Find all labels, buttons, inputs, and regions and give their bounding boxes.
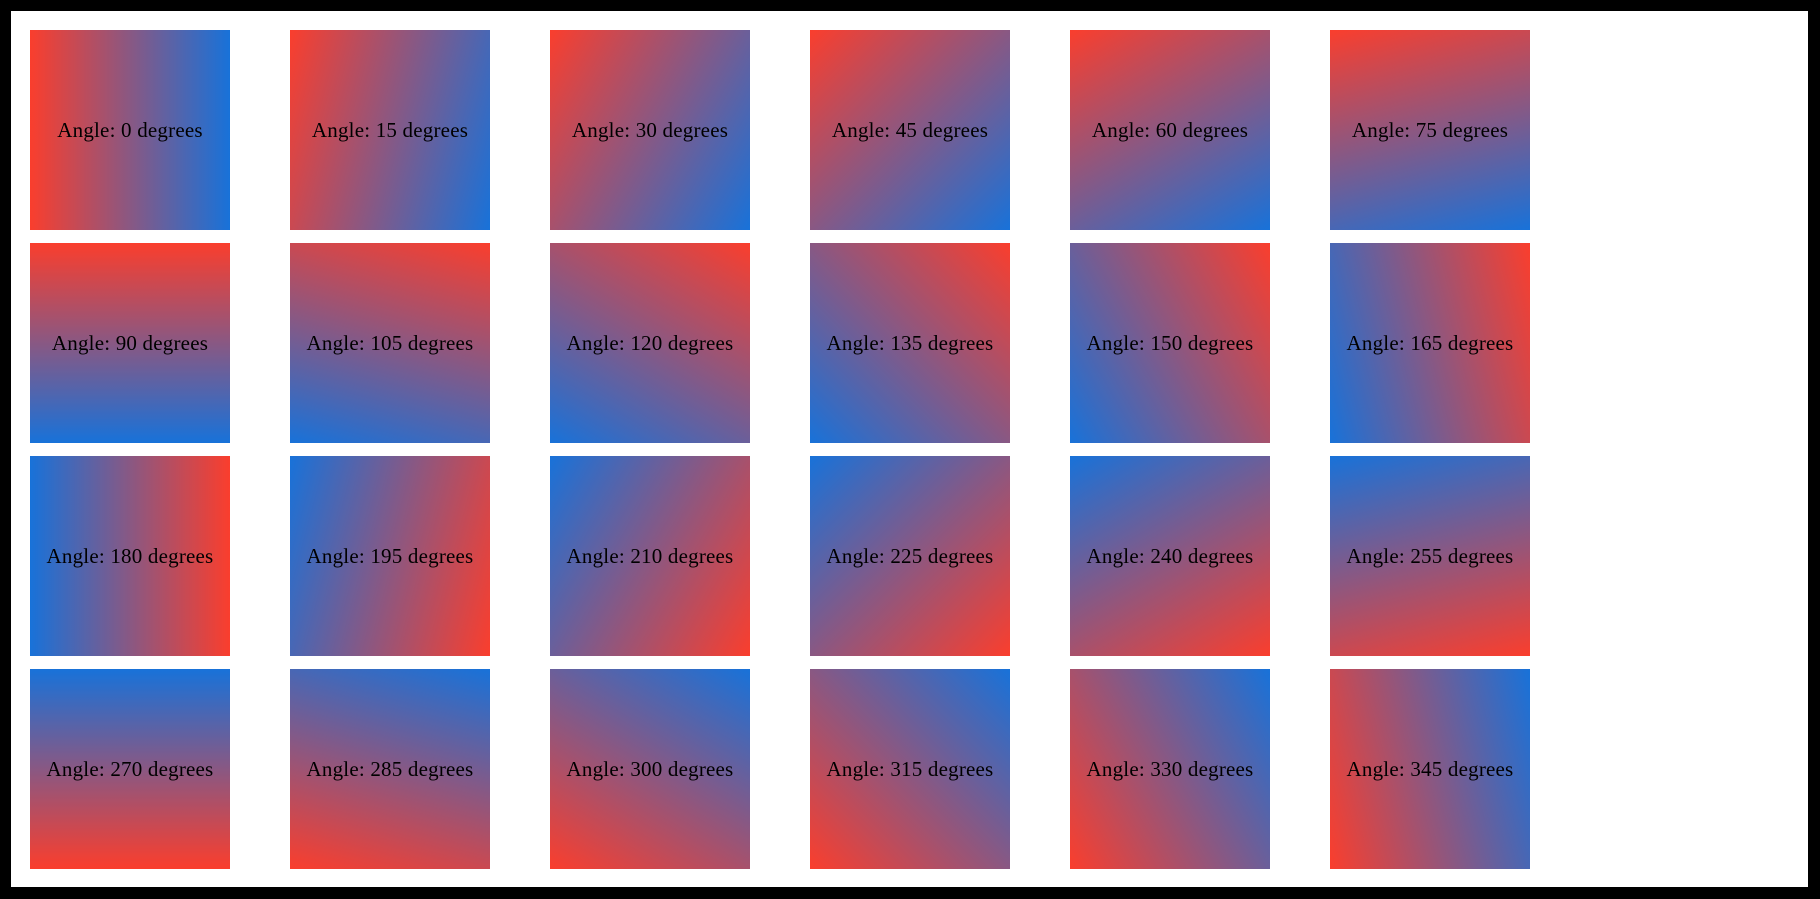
tile-angle-label: Angle: 225 degrees	[826, 543, 994, 568]
gradient-tile: Angle: 210 degrees	[550, 456, 750, 656]
tile-angle-label: Angle: 210 degrees	[566, 543, 734, 568]
tile-angle-label: Angle: 345 degrees	[1346, 756, 1514, 781]
tile-angle-label: Angle: 150 degrees	[1086, 330, 1254, 355]
tile-angle-label: Angle: 135 degrees	[826, 330, 994, 355]
tile-angle-label: Angle: 315 degrees	[826, 756, 994, 781]
gradient-tile: Angle: 60 degrees	[1070, 30, 1270, 230]
tile-angle-label: Angle: 120 degrees	[566, 330, 734, 355]
tile-angle-label: Angle: 45 degrees	[831, 117, 989, 142]
tile-angle-label: Angle: 270 degrees	[46, 756, 214, 781]
gradient-tile: Angle: 240 degrees	[1070, 456, 1270, 656]
gradient-tile: Angle: 345 degrees	[1330, 669, 1530, 869]
gradient-tile: Angle: 135 degrees	[810, 243, 1010, 443]
tile-angle-label: Angle: 255 degrees	[1346, 543, 1514, 568]
gradient-tile: Angle: 150 degrees	[1070, 243, 1270, 443]
gradient-tile: Angle: 105 degrees	[290, 243, 490, 443]
gradient-tile: Angle: 330 degrees	[1070, 669, 1270, 869]
tile-angle-label: Angle: 180 degrees	[46, 543, 214, 568]
gradient-tile: Angle: 45 degrees	[810, 30, 1010, 230]
tile-angle-label: Angle: 75 degrees	[1351, 117, 1509, 142]
tile-angle-label: Angle: 165 degrees	[1346, 330, 1514, 355]
tile-angle-label: Angle: 330 degrees	[1086, 756, 1254, 781]
gradient-tile: Angle: 15 degrees	[290, 30, 490, 230]
tile-angle-label: Angle: 300 degrees	[566, 756, 734, 781]
tile-angle-label: Angle: 15 degrees	[311, 117, 469, 142]
gradient-tile: Angle: 225 degrees	[810, 456, 1010, 656]
tile-angle-label: Angle: 60 degrees	[1091, 117, 1249, 142]
gradient-tile: Angle: 180 degrees	[30, 456, 230, 656]
gradient-tile: Angle: 270 degrees	[30, 669, 230, 869]
gradient-tile: Angle: 75 degrees	[1330, 30, 1530, 230]
gradient-tile: Angle: 90 degrees	[30, 243, 230, 443]
tile-angle-label: Angle: 195 degrees	[306, 543, 474, 568]
tile-angle-label: Angle: 30 degrees	[571, 117, 729, 142]
page-surface: Angle: 0 degrees Angle: 15 degrees Angle: …	[11, 11, 1808, 887]
gradient-tile: Angle: 195 degrees	[290, 456, 490, 656]
tile-angle-label: Angle: 90 degrees	[51, 330, 209, 355]
gradient-grid: Angle: 0 degrees Angle: 15 degrees Angle: …	[11, 11, 1808, 869]
gradient-tile: Angle: 255 degrees	[1330, 456, 1530, 656]
tile-angle-label: Angle: 0 degrees	[57, 117, 203, 142]
gradient-tile: Angle: 285 degrees	[290, 669, 490, 869]
gradient-tile: Angle: 30 degrees	[550, 30, 750, 230]
tile-angle-label: Angle: 105 degrees	[306, 330, 474, 355]
gradient-tile: Angle: 300 degrees	[550, 669, 750, 869]
gradient-tile: Angle: 0 degrees	[30, 30, 230, 230]
tile-angle-label: Angle: 240 degrees	[1086, 543, 1254, 568]
gradient-tile: Angle: 315 degrees	[810, 669, 1010, 869]
gradient-tile: Angle: 165 degrees	[1330, 243, 1530, 443]
tile-angle-label: Angle: 285 degrees	[306, 756, 474, 781]
gradient-tile: Angle: 120 degrees	[550, 243, 750, 443]
